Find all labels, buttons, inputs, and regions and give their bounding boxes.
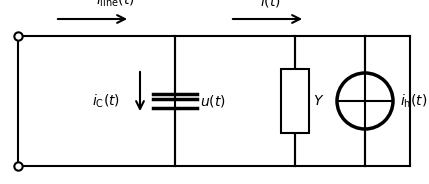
Text: $i_{\mathrm{C}}(t)$: $i_{\mathrm{C}}(t)$: [92, 92, 120, 110]
Bar: [281, 69, 309, 133]
Text: $i_{\mathrm{h}}(t)$: $i_{\mathrm{h}}(t)$: [400, 92, 427, 110]
Text: $Y$: $Y$: [313, 94, 324, 108]
Text: $i_{\mathrm{line}}(t)$: $i_{\mathrm{line}}(t)$: [96, 0, 134, 9]
Text: $u(t)$: $u(t)$: [200, 93, 226, 109]
Text: $i(t)$: $i(t)$: [260, 0, 281, 9]
